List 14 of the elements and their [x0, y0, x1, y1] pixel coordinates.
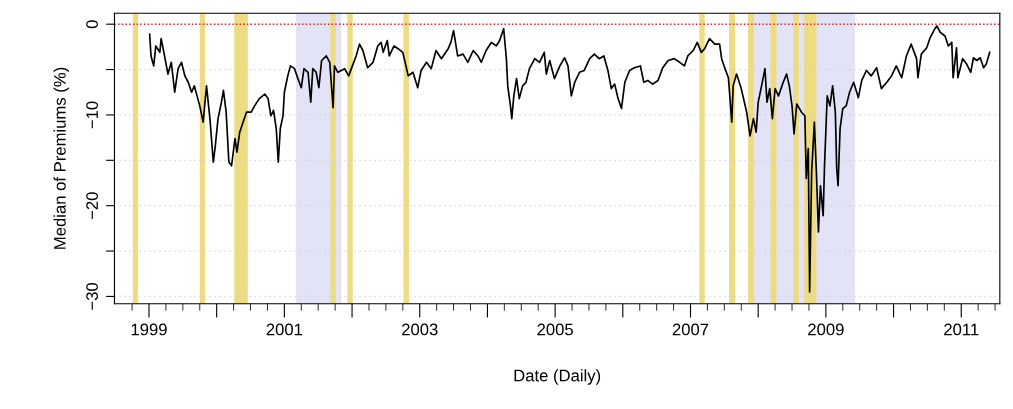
y-tick-label: −20	[86, 192, 98, 219]
y-axis-title: Median of Premiums (%)	[53, 67, 70, 249]
x-tick-label: 2005	[537, 323, 573, 336]
y-tick-label: 0	[86, 20, 98, 29]
line-series	[148, 25, 991, 293]
x-tick-label: 2001	[266, 323, 303, 336]
x-tick-label: 2009	[808, 323, 844, 336]
x-tick-label: 1999	[131, 323, 167, 336]
y-tick-label: −10	[86, 101, 98, 129]
x-tick-label: 2007	[672, 323, 709, 336]
x-tick-label: 2003	[402, 323, 438, 336]
x-axis-title: Date (Daily)	[514, 369, 601, 385]
y-tick-label: −30	[86, 282, 98, 310]
x-tick-label: 2011	[944, 323, 979, 336]
